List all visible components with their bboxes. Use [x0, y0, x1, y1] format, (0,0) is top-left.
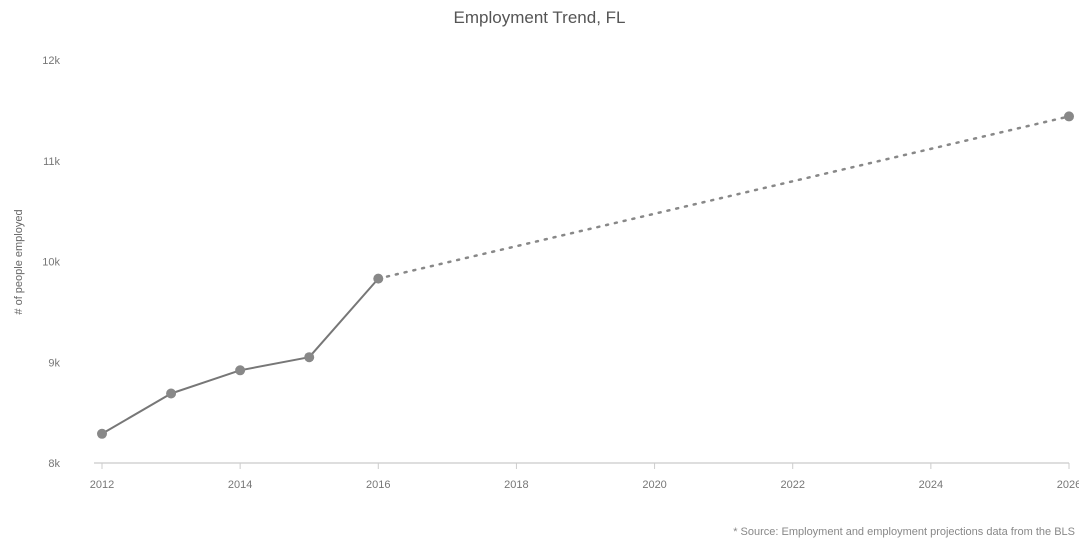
data-point: [97, 428, 107, 439]
y-tick-label: 10k: [42, 257, 60, 269]
y-tick-labels: 8k 9k 10k 11k 12k: [42, 55, 60, 470]
y-tick-label: 12k: [42, 55, 60, 67]
data-point: [1064, 111, 1074, 122]
data-point: [235, 365, 246, 376]
data-point: [304, 352, 315, 363]
x-tick-label: 2026: [1057, 479, 1079, 491]
y-tick-label: 9k: [48, 357, 60, 369]
series-layer: [97, 111, 1074, 439]
data-point: [166, 388, 177, 399]
history-line: [101, 277, 380, 435]
x-tick-label: 2014: [228, 479, 252, 491]
chart-title: Employment Trend, FL: [453, 8, 626, 27]
y-axis-label: # of people employed: [13, 209, 25, 314]
x-tick-label: 2022: [780, 479, 804, 491]
y-tick-label: 11k: [43, 156, 60, 168]
x-tick-label: 2018: [504, 479, 528, 491]
x-tick-label: 2016: [366, 479, 390, 491]
x-tick-label: 2024: [919, 479, 943, 491]
source-note: * Source: Employment and employment proj…: [733, 526, 1075, 538]
x-tick-label: 2012: [90, 479, 114, 491]
x-axis: 2012 2014 2016 2018 2020 2022 2024 2026: [90, 462, 1079, 491]
y-tick-label: 8k: [48, 458, 60, 470]
data-point: [373, 273, 384, 284]
projection-line: [377, 115, 1071, 280]
x-tick-label: 2020: [642, 479, 666, 491]
